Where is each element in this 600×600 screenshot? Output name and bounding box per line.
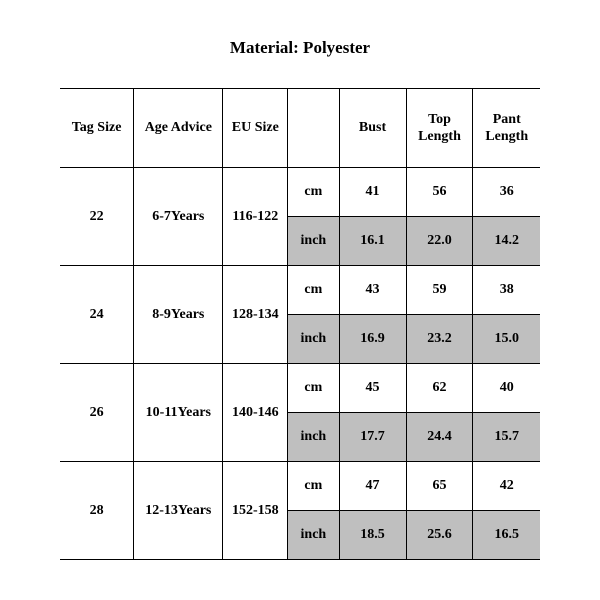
cell-bust-inch: 16.9 (339, 315, 406, 364)
cell-bust-inch: 17.7 (339, 413, 406, 462)
cell-top-inch: 24.4 (406, 413, 473, 462)
cell-pant-inch: 16.5 (473, 511, 540, 560)
cell-unit-inch: inch (288, 413, 339, 462)
col-tag-size: Tag Size (60, 89, 134, 168)
cell-top-cm: 62 (406, 364, 473, 413)
cell-tag: 26 (60, 364, 134, 462)
col-top-length: Top Length (406, 89, 473, 168)
cell-pant-cm: 42 (473, 462, 540, 511)
cell-pant-inch: 15.0 (473, 315, 540, 364)
cell-age: 6-7Years (134, 168, 223, 266)
cell-unit-inch: inch (288, 511, 339, 560)
cell-eu: 116-122 (223, 168, 288, 266)
cell-eu: 128-134 (223, 266, 288, 364)
cell-bust-cm: 47 (339, 462, 406, 511)
cell-unit-inch: inch (288, 315, 339, 364)
cell-top-cm: 59 (406, 266, 473, 315)
cell-unit-cm: cm (288, 266, 339, 315)
cell-eu: 152-158 (223, 462, 288, 560)
cell-bust-inch: 16.1 (339, 217, 406, 266)
header-row: Tag Size Age Advice EU Size Bust Top Len… (60, 89, 540, 168)
col-pant-length: Pant Length (473, 89, 540, 168)
cell-unit-cm: cm (288, 364, 339, 413)
cell-bust-cm: 41 (339, 168, 406, 217)
cell-top-cm: 56 (406, 168, 473, 217)
col-bust: Bust (339, 89, 406, 168)
cell-top-inch: 22.0 (406, 217, 473, 266)
cell-tag: 28 (60, 462, 134, 560)
cell-bust-cm: 43 (339, 266, 406, 315)
table-row: 22 6-7Years 116-122 cm 41 56 36 (60, 168, 540, 217)
cell-age: 8-9Years (134, 266, 223, 364)
material-title: Material: Polyester (0, 38, 600, 58)
page: Material: Polyester Tag Size Age Advice … (0, 0, 600, 600)
cell-unit-cm: cm (288, 462, 339, 511)
col-age-advice: Age Advice (134, 89, 223, 168)
table-row: 26 10-11Years 140-146 cm 45 62 40 (60, 364, 540, 413)
cell-pant-cm: 36 (473, 168, 540, 217)
col-unit (288, 89, 339, 168)
size-chart-table: Tag Size Age Advice EU Size Bust Top Len… (60, 88, 540, 560)
cell-top-inch: 25.6 (406, 511, 473, 560)
cell-pant-inch: 14.2 (473, 217, 540, 266)
cell-eu: 140-146 (223, 364, 288, 462)
cell-unit-inch: inch (288, 217, 339, 266)
cell-age: 12-13Years (134, 462, 223, 560)
cell-bust-inch: 18.5 (339, 511, 406, 560)
col-eu-size: EU Size (223, 89, 288, 168)
cell-pant-cm: 40 (473, 364, 540, 413)
cell-tag: 22 (60, 168, 134, 266)
cell-top-cm: 65 (406, 462, 473, 511)
table-row: 24 8-9Years 128-134 cm 43 59 38 (60, 266, 540, 315)
cell-bust-cm: 45 (339, 364, 406, 413)
cell-age: 10-11Years (134, 364, 223, 462)
cell-pant-cm: 38 (473, 266, 540, 315)
table-row: 28 12-13Years 152-158 cm 47 65 42 (60, 462, 540, 511)
cell-unit-cm: cm (288, 168, 339, 217)
cell-pant-inch: 15.7 (473, 413, 540, 462)
cell-tag: 24 (60, 266, 134, 364)
cell-top-inch: 23.2 (406, 315, 473, 364)
